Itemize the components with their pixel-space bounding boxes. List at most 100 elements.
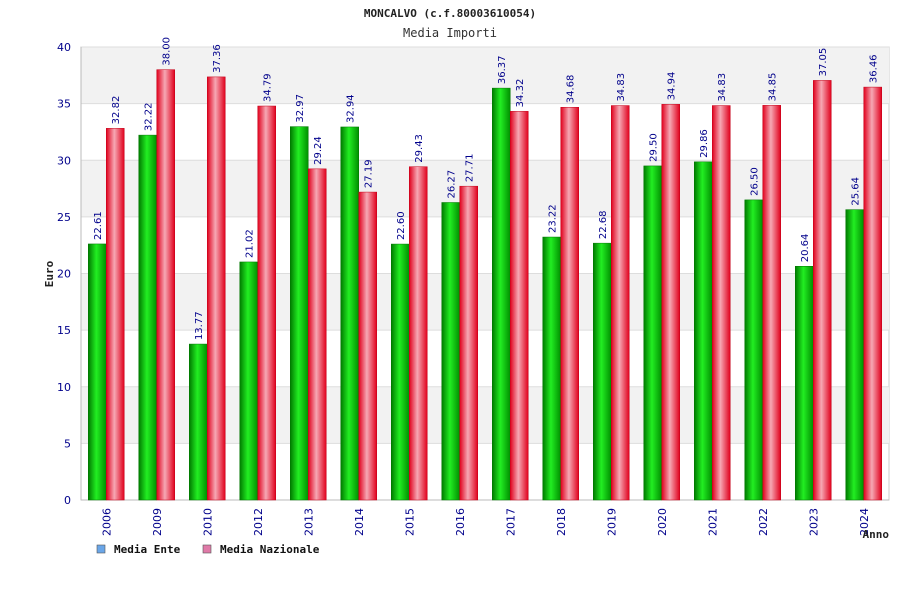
x-tick-label: 2010	[201, 508, 214, 536]
chart-title: MONCALVO (c.f.80003610054)	[364, 7, 536, 20]
x-tick-label: 2006	[100, 508, 113, 536]
legend-label: Media Ente	[114, 543, 181, 556]
x-tick-label: 2015	[403, 508, 416, 536]
data-label-ente: 25.64	[851, 177, 862, 206]
data-label-ente: 29.86	[699, 129, 710, 158]
legend-label: Media Nazionale	[220, 543, 320, 556]
bar-nazionale	[813, 80, 832, 501]
data-label-ente: 22.60	[396, 211, 407, 240]
chart-subtitle: Media Importi	[403, 26, 497, 40]
bar-nazionale	[863, 86, 882, 501]
data-label-ente: 13.77	[194, 311, 205, 340]
x-tick-label: 2018	[555, 508, 568, 536]
bar-ente	[694, 161, 713, 501]
bar-ente	[391, 243, 410, 501]
data-label-nazionale: 38.00	[162, 37, 173, 66]
x-tick-label: 2023	[807, 508, 820, 536]
data-label-ente: 32.94	[346, 94, 357, 123]
data-label-nazionale: 34.83	[717, 73, 728, 102]
x-tick-label: 2013	[302, 508, 315, 536]
bar-ente	[795, 266, 814, 501]
bar-ente	[239, 261, 258, 501]
bar-nazionale	[156, 69, 175, 501]
legend-swatch	[202, 544, 212, 554]
x-tick-label: 2016	[454, 508, 467, 536]
data-label-ente: 26.27	[447, 170, 458, 199]
bar-nazionale	[560, 106, 579, 501]
x-tick-label: 2014	[353, 508, 366, 536]
y-axis-label: Euro	[43, 260, 56, 287]
data-label-nazionale: 29.43	[414, 134, 425, 163]
bar-ente	[340, 126, 359, 501]
bar-nazionale	[207, 76, 226, 501]
bar-nazionale	[358, 191, 377, 501]
data-label-nazionale: 34.32	[515, 79, 526, 108]
x-axis-ticks: 2006 2009 2010 2012 2013 2014 2015 2016 2017 2018…	[100, 508, 871, 536]
bar-ente	[845, 209, 864, 501]
y-tick-label: 5	[64, 437, 71, 450]
y-tick-label: 0	[64, 494, 71, 507]
data-label-nazionale: 29.24	[313, 136, 324, 165]
y-tick-label: 15	[57, 324, 71, 337]
bar-nazionale	[762, 105, 781, 501]
legend: Media Ente Media Nazionale	[96, 543, 320, 556]
legend-item: Media Ente	[96, 543, 181, 556]
bar-ente	[138, 134, 157, 501]
data-label-ente: 20.64	[800, 234, 811, 263]
bar-nazionale	[106, 128, 125, 501]
x-tick-label: 2022	[757, 508, 770, 536]
bar-nazionale	[308, 168, 327, 501]
data-label-nazionale: 34.79	[263, 73, 274, 102]
data-label-ente: 36.37	[497, 55, 508, 84]
y-tick-label: 30	[57, 154, 71, 167]
y-axis-ticks: 0 5 10 15 20 25 30 35 40	[57, 41, 71, 507]
data-label-nazionale: 34.83	[616, 73, 627, 102]
data-label-ente: 32.97	[295, 94, 306, 123]
bar-nazionale	[257, 105, 276, 501]
data-label-nazionale: 34.68	[566, 75, 577, 104]
x-tick-label: 2024	[858, 508, 871, 536]
data-label-ente: 21.02	[245, 229, 256, 258]
y-tick-label: 10	[57, 381, 71, 394]
bar-nazionale	[712, 105, 731, 501]
bar-nazionale	[409, 166, 428, 501]
data-label-ente: 29.50	[649, 133, 660, 162]
x-tick-label: 2021	[706, 508, 719, 536]
legend-swatch	[96, 544, 106, 554]
data-label-nazionale: 32.82	[111, 96, 122, 125]
data-label-ente: 22.61	[93, 211, 104, 240]
x-axis-label: Anno	[863, 528, 890, 541]
y-tick-label: 25	[57, 211, 71, 224]
bar-ente	[441, 202, 460, 501]
data-label-nazionale: 34.85	[768, 73, 779, 102]
data-labels: 22.61 32.82 32.22 38.00 13.77 37.36 21.02 34.79…	[93, 37, 880, 340]
data-label-nazionale: 27.19	[364, 159, 375, 188]
x-tick-label: 2020	[656, 508, 669, 536]
x-tick-label: 2009	[151, 508, 164, 536]
bar-ente	[88, 243, 107, 501]
bar-ente	[744, 199, 763, 501]
bar-nazionale	[510, 111, 529, 501]
x-tick-label: 2012	[252, 508, 265, 536]
y-tick-label: 40	[57, 41, 71, 54]
bar-nazionale	[661, 104, 680, 501]
x-tick-label: 2017	[504, 508, 517, 536]
bar-nazionale	[611, 105, 630, 501]
data-label-ente: 23.22	[548, 204, 559, 233]
bar-ente	[492, 87, 511, 501]
bar-ente	[542, 236, 561, 501]
data-label-ente: 22.68	[598, 211, 609, 240]
bar-ente	[189, 343, 208, 501]
bar-ente	[290, 126, 309, 501]
legend-item: Media Nazionale	[202, 543, 320, 556]
bar-ente	[593, 242, 612, 501]
bar-ente	[643, 165, 662, 501]
data-label-ente: 26.50	[750, 167, 761, 196]
data-label-nazionale: 36.46	[869, 54, 880, 83]
data-label-nazionale: 37.05	[818, 48, 829, 77]
data-label-ente: 32.22	[144, 102, 155, 131]
bars	[88, 69, 882, 501]
data-label-nazionale: 27.71	[465, 154, 476, 183]
data-label-nazionale: 34.94	[667, 72, 678, 101]
